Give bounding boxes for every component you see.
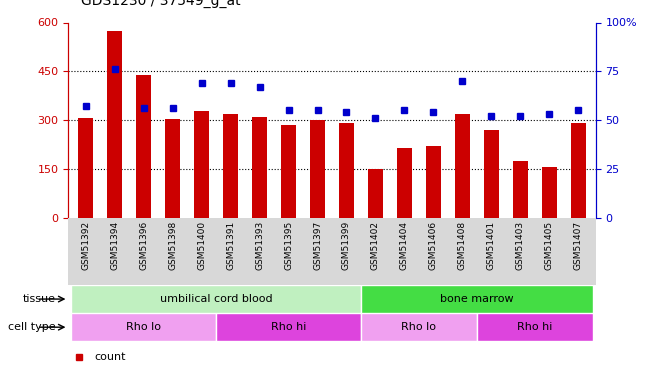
- Bar: [137, 75, 151, 217]
- Bar: [484, 130, 499, 218]
- Text: GSM51395: GSM51395: [284, 221, 293, 270]
- Text: GSM51408: GSM51408: [458, 221, 467, 270]
- Bar: [513, 160, 527, 218]
- Text: cell type: cell type: [8, 322, 55, 332]
- Bar: [361, 285, 593, 313]
- Text: umbilical cord blood: umbilical cord blood: [159, 294, 272, 304]
- Bar: [216, 313, 361, 341]
- Bar: [361, 313, 477, 341]
- Bar: [253, 117, 267, 218]
- Text: GSM51392: GSM51392: [81, 221, 90, 270]
- Text: GSM51402: GSM51402: [371, 221, 380, 270]
- Text: Rho hi: Rho hi: [271, 322, 306, 332]
- Bar: [426, 146, 441, 218]
- Text: GSM51399: GSM51399: [342, 221, 351, 270]
- Bar: [368, 169, 383, 217]
- Text: GSM51393: GSM51393: [255, 221, 264, 270]
- Text: Rho lo: Rho lo: [402, 322, 436, 332]
- Text: GSM51400: GSM51400: [197, 221, 206, 270]
- Text: GSM51404: GSM51404: [400, 221, 409, 270]
- Text: GSM51406: GSM51406: [429, 221, 438, 270]
- Bar: [71, 285, 361, 313]
- Text: Rho hi: Rho hi: [517, 322, 553, 332]
- Bar: [397, 148, 411, 217]
- Text: GSM51396: GSM51396: [139, 221, 148, 270]
- Bar: [79, 118, 93, 218]
- Bar: [223, 114, 238, 218]
- Bar: [571, 123, 585, 218]
- Text: GDS1230 / 37549_g_at: GDS1230 / 37549_g_at: [81, 0, 241, 8]
- Text: GSM51405: GSM51405: [545, 221, 554, 270]
- Text: GSM51394: GSM51394: [110, 221, 119, 270]
- Text: count: count: [95, 352, 126, 362]
- Text: GSM51403: GSM51403: [516, 221, 525, 270]
- Bar: [107, 31, 122, 217]
- Bar: [281, 125, 296, 217]
- Text: GSM51407: GSM51407: [574, 221, 583, 270]
- Bar: [542, 167, 557, 217]
- Bar: [195, 111, 209, 218]
- Bar: [71, 313, 216, 341]
- Bar: [311, 120, 325, 218]
- Bar: [477, 313, 593, 341]
- Text: GSM51397: GSM51397: [313, 221, 322, 270]
- Text: bone marrow: bone marrow: [440, 294, 514, 304]
- Text: Rho lo: Rho lo: [126, 322, 161, 332]
- Bar: [339, 123, 353, 218]
- Text: tissue: tissue: [22, 294, 55, 304]
- Bar: [455, 114, 469, 218]
- Bar: [165, 119, 180, 218]
- Text: GSM51398: GSM51398: [168, 221, 177, 270]
- Text: GSM51391: GSM51391: [226, 221, 235, 270]
- Text: GSM51401: GSM51401: [487, 221, 496, 270]
